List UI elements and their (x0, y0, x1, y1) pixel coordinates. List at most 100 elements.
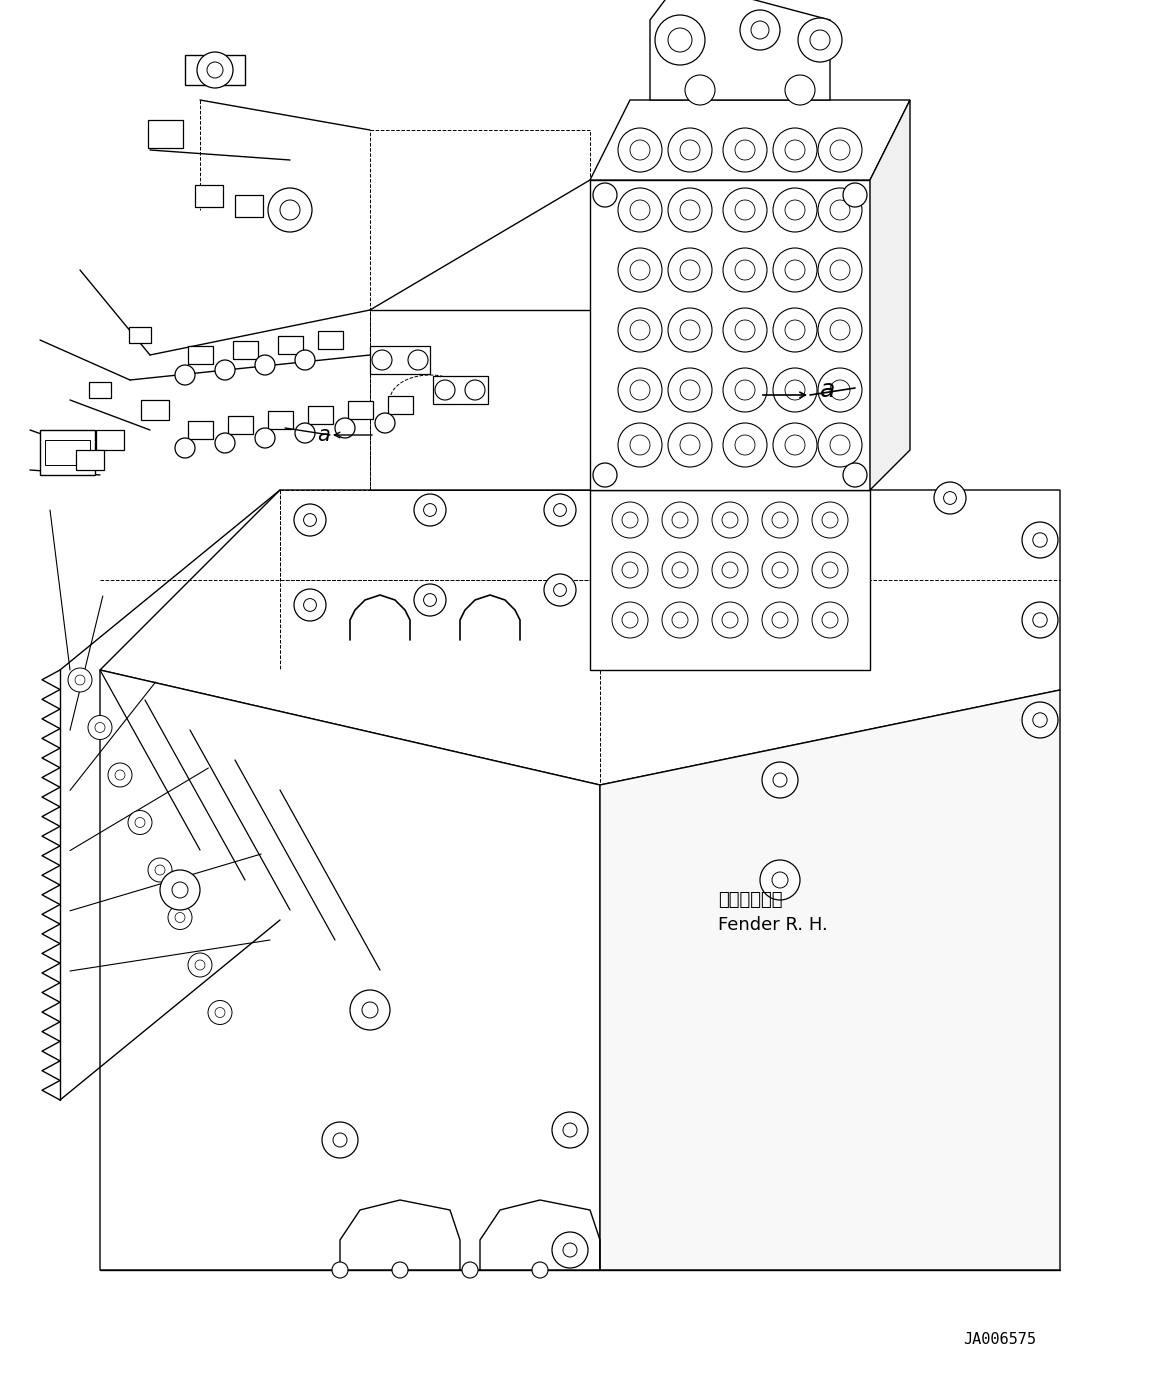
Circle shape (785, 380, 805, 399)
Bar (185, 55, 245, 85)
Circle shape (333, 1133, 347, 1147)
Circle shape (618, 189, 662, 231)
Circle shape (712, 602, 748, 638)
Circle shape (735, 200, 755, 220)
Circle shape (563, 1124, 577, 1137)
Circle shape (630, 200, 650, 220)
Circle shape (818, 308, 862, 353)
Polygon shape (590, 490, 870, 671)
Bar (433, 376, 488, 403)
Circle shape (372, 350, 392, 370)
Circle shape (822, 512, 839, 527)
Circle shape (735, 140, 755, 160)
Bar (129, 326, 151, 343)
Circle shape (1033, 713, 1047, 727)
Circle shape (693, 613, 707, 627)
Circle shape (197, 52, 233, 88)
Circle shape (812, 552, 848, 588)
Circle shape (759, 861, 800, 901)
Circle shape (675, 489, 706, 521)
Circle shape (668, 189, 712, 231)
Circle shape (735, 435, 755, 454)
Circle shape (544, 574, 576, 606)
Circle shape (188, 953, 212, 978)
Circle shape (822, 562, 839, 578)
Circle shape (843, 183, 866, 207)
Bar (278, 336, 304, 354)
Circle shape (682, 602, 718, 638)
Bar (188, 421, 213, 439)
Circle shape (693, 523, 707, 537)
Circle shape (680, 380, 700, 399)
Circle shape (174, 365, 195, 386)
Circle shape (822, 611, 839, 628)
Circle shape (128, 811, 152, 834)
Text: JA006575: JA006575 (963, 1333, 1036, 1348)
Circle shape (668, 248, 712, 292)
Circle shape (408, 350, 428, 370)
Circle shape (762, 761, 798, 799)
Circle shape (255, 355, 274, 375)
Circle shape (830, 380, 850, 399)
Circle shape (751, 21, 769, 39)
Circle shape (115, 770, 124, 779)
Circle shape (294, 589, 326, 621)
Circle shape (668, 308, 712, 353)
Circle shape (684, 498, 697, 511)
Circle shape (531, 1261, 548, 1278)
Circle shape (830, 319, 850, 340)
Bar (370, 346, 430, 375)
Circle shape (135, 818, 145, 828)
Circle shape (818, 189, 862, 231)
Circle shape (672, 611, 688, 628)
Polygon shape (590, 180, 870, 490)
Circle shape (785, 260, 805, 280)
Circle shape (295, 423, 315, 443)
Circle shape (612, 503, 648, 538)
Circle shape (618, 423, 662, 467)
Circle shape (630, 380, 650, 399)
Circle shape (680, 319, 700, 340)
Polygon shape (600, 690, 1059, 1270)
Circle shape (295, 350, 315, 370)
Bar (348, 401, 373, 419)
Circle shape (680, 260, 700, 280)
Circle shape (1033, 533, 1047, 547)
Circle shape (804, 483, 836, 516)
Circle shape (612, 602, 648, 638)
Circle shape (773, 423, 816, 467)
Circle shape (675, 569, 706, 600)
Circle shape (814, 493, 827, 507)
Circle shape (462, 1261, 478, 1278)
Circle shape (172, 883, 188, 898)
Circle shape (785, 74, 815, 105)
Circle shape (723, 368, 768, 412)
Circle shape (723, 248, 768, 292)
Circle shape (773, 368, 816, 412)
Circle shape (812, 602, 848, 638)
Circle shape (622, 611, 638, 628)
Circle shape (722, 611, 739, 628)
Circle shape (174, 913, 185, 923)
Polygon shape (100, 671, 600, 1270)
Circle shape (723, 308, 768, 353)
Circle shape (322, 1122, 358, 1158)
Circle shape (294, 504, 326, 536)
Polygon shape (100, 490, 1059, 785)
Circle shape (544, 494, 576, 526)
Circle shape (1033, 613, 1047, 627)
Text: a: a (317, 425, 330, 445)
Circle shape (772, 872, 789, 888)
Circle shape (785, 319, 805, 340)
Circle shape (668, 423, 712, 467)
Circle shape (818, 368, 862, 412)
Circle shape (830, 260, 850, 280)
Bar (90, 381, 110, 398)
Circle shape (465, 380, 485, 399)
Text: a: a (820, 379, 835, 402)
Circle shape (207, 62, 223, 78)
Circle shape (255, 428, 274, 448)
Bar (97, 430, 124, 450)
Circle shape (552, 1232, 588, 1268)
Circle shape (735, 319, 755, 340)
